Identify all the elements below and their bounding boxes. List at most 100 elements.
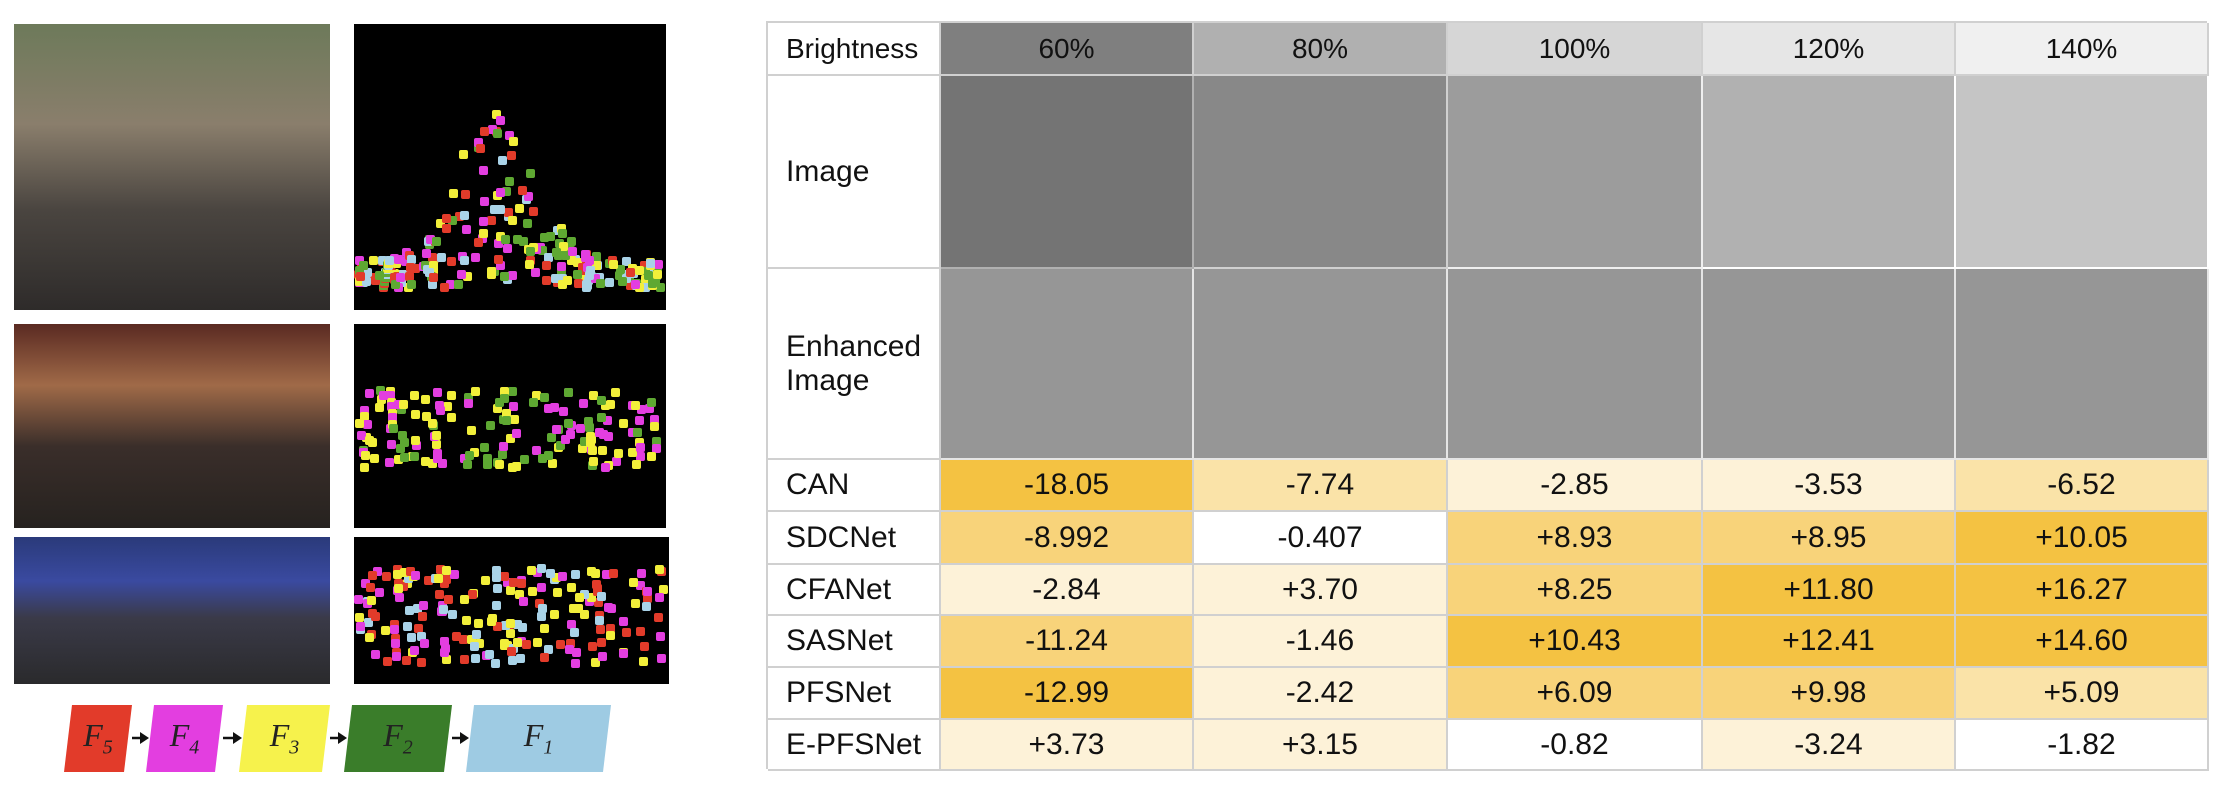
point xyxy=(536,582,546,592)
point xyxy=(636,405,646,415)
legend-item: F2 xyxy=(344,705,452,772)
value-cell: -2.84 xyxy=(941,565,1194,616)
point xyxy=(597,396,607,406)
point xyxy=(546,433,556,443)
point xyxy=(518,596,528,606)
point xyxy=(532,445,542,455)
point xyxy=(437,600,447,610)
point xyxy=(356,621,366,631)
point xyxy=(605,623,615,633)
point xyxy=(357,431,367,441)
point xyxy=(397,278,407,288)
point xyxy=(420,395,430,405)
point xyxy=(556,224,566,234)
point xyxy=(422,249,432,259)
point xyxy=(568,603,578,613)
point xyxy=(558,228,568,238)
point xyxy=(491,659,501,669)
point xyxy=(452,632,462,642)
point xyxy=(565,429,575,439)
point xyxy=(642,593,652,603)
value-cell: -6.52 xyxy=(1956,460,2209,512)
point xyxy=(500,394,510,404)
point xyxy=(610,388,620,398)
point xyxy=(588,457,598,467)
point xyxy=(546,231,556,241)
row-header: SDCNet xyxy=(768,512,941,565)
point xyxy=(584,597,594,607)
point xyxy=(396,272,406,282)
point xyxy=(539,623,549,633)
point xyxy=(447,391,457,401)
point xyxy=(556,640,566,650)
point xyxy=(495,115,505,125)
point xyxy=(530,268,540,278)
point xyxy=(627,448,637,458)
point xyxy=(390,634,400,644)
legend-item: F3 xyxy=(239,705,330,772)
value-cell: +3.15 xyxy=(1194,720,1448,771)
point xyxy=(622,627,632,637)
point xyxy=(400,256,410,266)
point xyxy=(566,639,576,649)
point xyxy=(626,267,636,277)
point xyxy=(391,638,401,648)
point xyxy=(441,223,451,233)
point xyxy=(575,593,585,603)
point xyxy=(366,595,376,605)
legend-label: F3 xyxy=(270,717,300,759)
point xyxy=(356,271,366,281)
point xyxy=(648,278,658,288)
point xyxy=(639,261,649,271)
point xyxy=(609,260,619,270)
point xyxy=(502,416,512,426)
point xyxy=(635,282,645,292)
point xyxy=(473,619,483,629)
point xyxy=(355,612,365,622)
point xyxy=(616,264,626,274)
point xyxy=(567,619,577,629)
point xyxy=(486,616,496,626)
point xyxy=(509,137,519,147)
point xyxy=(385,390,395,400)
point xyxy=(518,623,527,633)
point xyxy=(600,401,610,411)
point xyxy=(635,581,645,591)
point xyxy=(633,428,643,438)
point xyxy=(399,582,409,591)
point xyxy=(604,432,614,442)
point xyxy=(596,413,606,423)
point xyxy=(479,216,489,226)
point xyxy=(518,186,528,196)
point xyxy=(640,283,650,293)
arrow xyxy=(130,728,150,748)
point xyxy=(393,400,403,410)
point xyxy=(646,258,656,268)
point xyxy=(510,414,520,424)
point xyxy=(462,272,472,282)
point xyxy=(526,566,536,576)
point xyxy=(586,437,596,447)
point xyxy=(533,638,543,648)
point xyxy=(580,589,590,599)
point xyxy=(552,247,562,257)
point xyxy=(442,214,452,224)
point xyxy=(561,434,571,444)
point xyxy=(570,658,580,668)
point xyxy=(406,633,416,643)
point xyxy=(453,279,463,289)
point xyxy=(550,609,560,619)
point xyxy=(506,151,516,161)
point xyxy=(359,406,369,416)
value-cell: +16.27 xyxy=(1956,565,2209,616)
value-cell: +3.70 xyxy=(1194,565,1448,616)
point xyxy=(572,258,582,268)
point xyxy=(486,269,496,279)
point xyxy=(587,641,597,651)
point xyxy=(596,638,606,648)
point xyxy=(578,263,588,273)
legend-base: F xyxy=(169,717,190,754)
point xyxy=(460,595,470,605)
point xyxy=(435,406,445,416)
point xyxy=(573,603,583,613)
